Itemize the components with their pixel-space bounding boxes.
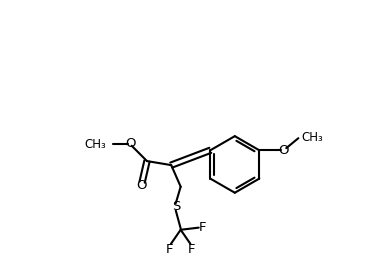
Text: O: O	[278, 144, 289, 157]
Text: F: F	[166, 243, 173, 256]
Text: O: O	[136, 179, 146, 192]
Text: F: F	[188, 243, 196, 256]
Text: F: F	[199, 221, 206, 234]
Text: CH₃: CH₃	[85, 138, 107, 151]
Text: CH₃: CH₃	[302, 131, 323, 144]
Text: O: O	[125, 137, 136, 150]
Text: S: S	[172, 200, 180, 213]
